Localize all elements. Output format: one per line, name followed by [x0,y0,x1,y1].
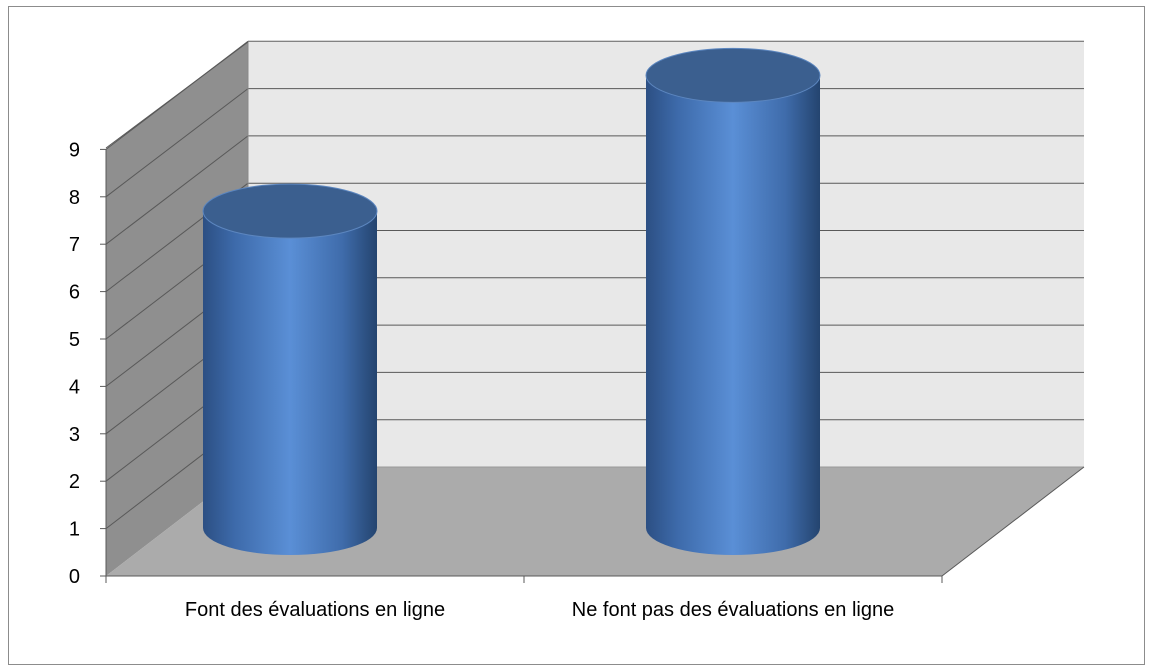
bar-body [203,211,377,556]
x-tick-label: Font des évaluations en ligne [184,599,446,621]
y-tick-label: 6 [69,282,80,304]
y-tick-label: 4 [69,376,80,398]
y-tick-label: 5 [69,329,80,351]
side-top-edge [105,41,249,149]
y-tick-label: 1 [69,519,80,541]
gridline-side [105,135,249,245]
y-tick-label: 9 [69,139,80,161]
y-axis-ticks: 0 1 2 3 4 5 6 7 8 9 [69,139,106,588]
bar-top [202,183,378,239]
x-tick-label: Ne font pas des évaluations en ligne [571,599,895,621]
bars [202,47,821,556]
y-tick-label: 3 [69,424,80,446]
bar-body [646,75,820,555]
floor-edge-right [941,466,1085,577]
bar-2 [645,47,821,555]
axes [105,149,943,583]
bar-1 [202,183,378,556]
y-tick-label: 2 [69,471,80,493]
gridline-side [105,88,249,198]
y-tick-label: 7 [69,234,80,256]
y-tick-label: 8 [69,187,80,209]
bar-top [645,47,821,103]
y-tick-label: 0 [69,566,80,588]
